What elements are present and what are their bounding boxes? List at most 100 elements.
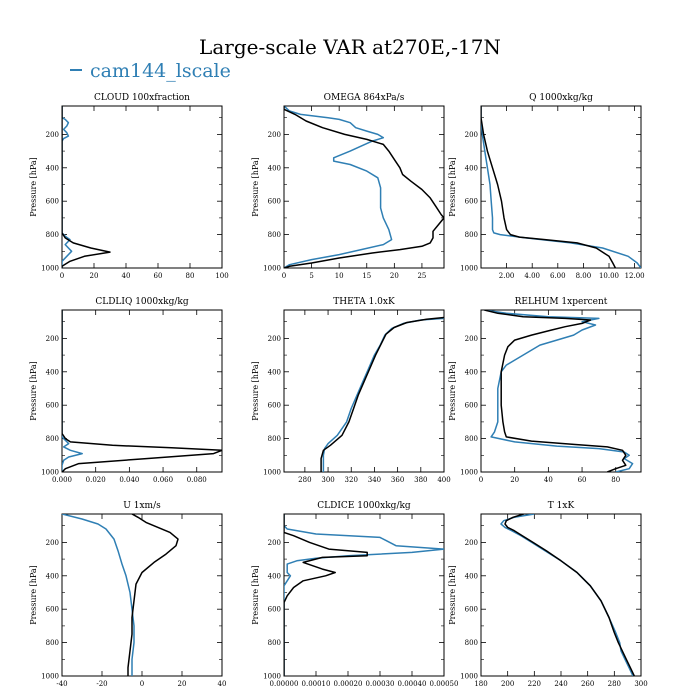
- x-tick-label: 15: [362, 272, 371, 280]
- y-tick-label: 1000: [41, 469, 59, 477]
- x-tick-label: 0.00040: [398, 680, 427, 688]
- x-tick-label: 25: [417, 272, 426, 280]
- x-tick-label: 40: [122, 272, 131, 280]
- y-tick-label: 600: [268, 198, 281, 206]
- panel-frame: [480, 105, 642, 269]
- y-axis-label: Pressure [hPa]: [29, 565, 38, 625]
- x-tick-label: 0: [140, 680, 144, 688]
- series-line-reference: [127, 514, 179, 676]
- y-tick-label: 400: [465, 572, 478, 580]
- legend-label: cam144_lscale: [90, 60, 231, 82]
- y-tick-label: 800: [465, 231, 478, 239]
- y-tick-label: 600: [46, 606, 59, 614]
- x-tick-label: 180: [474, 680, 487, 688]
- x-tick-label: 0.080: [187, 476, 207, 484]
- y-tick-label: 800: [46, 639, 59, 647]
- x-tick-label: 380: [414, 476, 427, 484]
- series-line-model: [284, 514, 444, 676]
- y-tick-label: 200: [465, 131, 478, 139]
- y-tick-label: 400: [268, 572, 281, 580]
- series-line-model: [500, 514, 634, 676]
- x-tick-label: 60: [578, 476, 587, 484]
- y-axis-label: Pressure [hPa]: [251, 361, 260, 421]
- x-tick-label: 320: [345, 476, 358, 484]
- x-tick-label: 0.000: [52, 476, 72, 484]
- y-tick-label: 400: [268, 164, 281, 172]
- y-axis-label: Pressure [hPa]: [448, 361, 457, 421]
- series-line-reference: [484, 310, 627, 472]
- x-tick-label: 10.00: [599, 272, 619, 280]
- panel-frame: [283, 309, 445, 473]
- y-tick-label: 600: [465, 606, 478, 614]
- panel-3: CLDLIQ 1000xkg/kg Pressure [hPa] 200 400 600…: [29, 297, 223, 484]
- x-tick-label: 2.00: [499, 272, 515, 280]
- y-tick-label: 200: [46, 131, 59, 139]
- y-axis-label: Pressure [hPa]: [251, 157, 260, 217]
- panel-title: CLDLIQ 1000xkg/kg: [95, 297, 189, 307]
- panel-title: RELHUM 1xpercent: [515, 297, 608, 307]
- series-line-model: [62, 106, 73, 268]
- series-line-reference: [284, 514, 368, 676]
- y-tick-label: 1000: [41, 265, 59, 273]
- panel-title: U 1xm/s: [123, 501, 161, 511]
- x-tick-label: 400: [437, 476, 450, 484]
- panel-title: THETA 1.0xK: [333, 297, 395, 307]
- y-tick-label: 800: [268, 639, 281, 647]
- y-tick-label: 1000: [460, 673, 478, 681]
- x-tick-label: 340: [368, 476, 381, 484]
- y-axis-label: Pressure [hPa]: [448, 565, 457, 625]
- panel-frame: [61, 105, 223, 269]
- panel-7: CLDICE 1000xkg/kg Pressure [hPa] 200 400 600…: [251, 501, 458, 688]
- x-tick-label: 80: [186, 272, 195, 280]
- series-line-model: [481, 106, 641, 268]
- panel-title: OMEGA 864xPa/s: [324, 93, 405, 103]
- series-line-reference: [320, 316, 444, 472]
- x-tick-label: 0.040: [119, 476, 139, 484]
- y-tick-label: 800: [46, 435, 59, 443]
- y-tick-label: 800: [465, 639, 478, 647]
- y-tick-label: 200: [268, 335, 281, 343]
- y-tick-label: 400: [46, 368, 59, 376]
- x-tick-label: 0.020: [86, 476, 106, 484]
- legend-swatch: [70, 69, 82, 71]
- page-title: Large-scale VAR at270E,-17N: [199, 35, 501, 59]
- panel-4: THETA 1.0xK Pressure [hPa] 200 400 600 800 100…: [251, 297, 451, 484]
- x-tick-label: 220: [528, 680, 541, 688]
- x-tick-label: 0.00020: [334, 680, 363, 688]
- panel-frame: [480, 309, 642, 473]
- x-tick-label: 40: [218, 680, 227, 688]
- x-tick-label: 20: [90, 272, 99, 280]
- series-line-reference: [62, 106, 111, 268]
- y-axis-label: Pressure [hPa]: [448, 157, 457, 217]
- y-tick-label: 400: [46, 572, 59, 580]
- y-tick-label: 400: [268, 368, 281, 376]
- x-tick-label: 240: [554, 680, 567, 688]
- x-tick-label: 300: [634, 680, 647, 688]
- y-axis-label: Pressure [hPa]: [29, 361, 38, 421]
- legend: cam144_lscale: [70, 60, 231, 82]
- y-tick-label: 600: [268, 402, 281, 410]
- x-tick-label: 100: [215, 272, 228, 280]
- y-tick-label: 200: [268, 131, 281, 139]
- x-tick-label: 0.00000: [270, 680, 299, 688]
- y-tick-label: 1000: [41, 673, 59, 681]
- y-tick-label: 600: [268, 606, 281, 614]
- panel-frame: [283, 513, 445, 677]
- panel-frame: [283, 105, 445, 269]
- series-line-model: [62, 310, 83, 472]
- y-tick-label: 400: [465, 368, 478, 376]
- x-tick-label: 4.00: [524, 272, 540, 280]
- y-tick-label: 400: [465, 164, 478, 172]
- y-tick-label: 600: [465, 402, 478, 410]
- series-line-reference: [481, 106, 617, 268]
- x-tick-label: 10: [335, 272, 344, 280]
- x-tick-label: 360: [391, 476, 404, 484]
- panel-frame: [61, 309, 223, 473]
- x-tick-label: 40: [544, 476, 553, 484]
- panel-2: Q 1000xkg/kg Pressure [hPa] 200 400 600 800 10…: [448, 93, 645, 280]
